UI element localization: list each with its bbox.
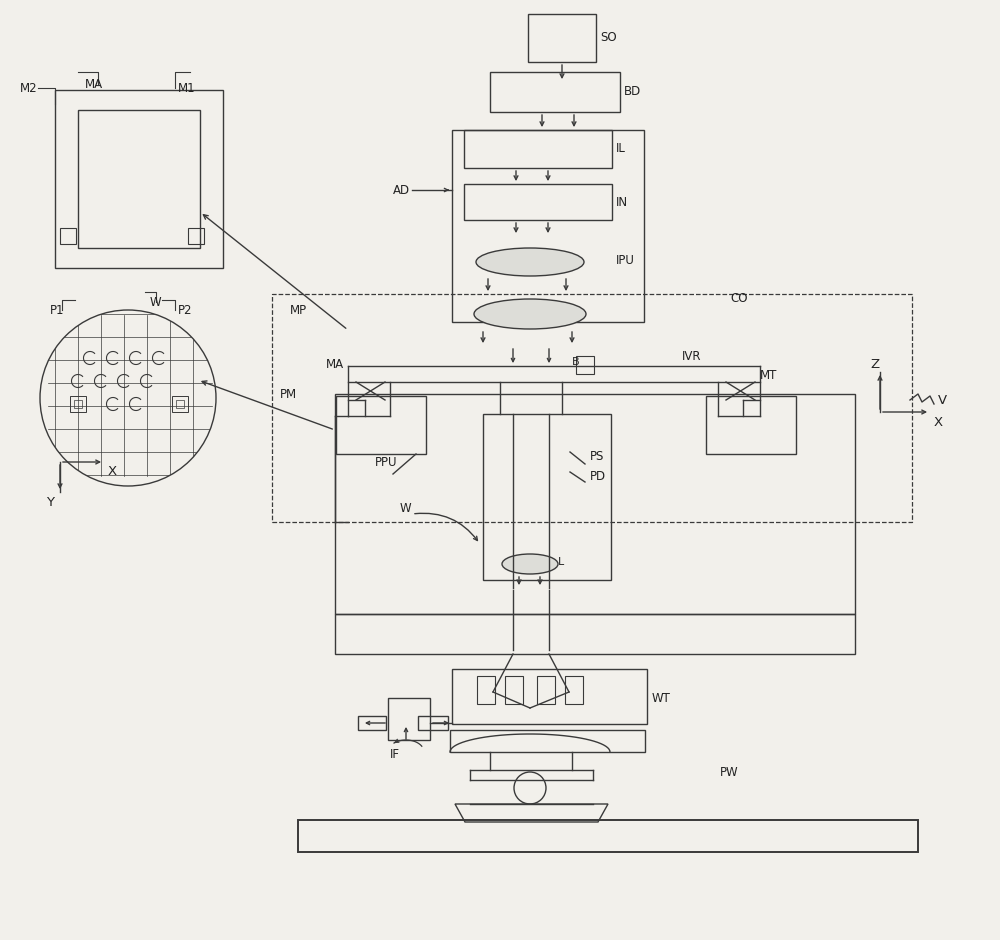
Bar <box>537 676 555 704</box>
Text: M2: M2 <box>20 82 38 95</box>
Text: MA: MA <box>85 77 103 90</box>
Text: MT: MT <box>760 368 777 382</box>
Bar <box>490 72 620 112</box>
Text: Y: Y <box>46 495 54 509</box>
Bar <box>452 669 647 724</box>
Text: MA: MA <box>326 357 344 370</box>
Bar <box>464 130 612 168</box>
Text: IF: IF <box>390 748 400 761</box>
Text: P1: P1 <box>50 304 65 317</box>
Bar <box>70 396 86 412</box>
Text: M1: M1 <box>178 82 196 95</box>
Text: PS: PS <box>590 449 604 462</box>
Text: X: X <box>934 415 943 429</box>
Text: PM: PM <box>280 387 297 400</box>
Text: CO: CO <box>730 291 748 305</box>
Bar <box>55 90 223 268</box>
Text: IL: IL <box>616 142 626 154</box>
Text: P2: P2 <box>178 304 193 317</box>
Text: X: X <box>108 464 117 478</box>
Bar <box>464 184 612 220</box>
Text: WT: WT <box>652 692 671 704</box>
Text: PW: PW <box>720 765 739 778</box>
Text: AD: AD <box>393 183 410 196</box>
Bar <box>272 294 912 522</box>
Bar <box>418 716 448 730</box>
Text: W: W <box>400 502 412 514</box>
Bar <box>483 414 611 580</box>
Bar <box>172 396 188 412</box>
Bar <box>576 356 594 374</box>
Bar <box>477 676 495 704</box>
Bar <box>74 400 82 408</box>
Text: SO: SO <box>600 30 617 43</box>
Bar <box>452 130 644 322</box>
Ellipse shape <box>474 299 586 329</box>
Bar <box>388 698 430 740</box>
Text: L: L <box>558 557 564 567</box>
Text: IN: IN <box>616 196 628 209</box>
Ellipse shape <box>502 554 558 574</box>
Bar <box>358 716 386 730</box>
Bar <box>706 396 796 454</box>
Text: Z: Z <box>870 357 879 370</box>
Bar <box>188 228 204 244</box>
Bar <box>528 14 596 62</box>
Text: BD: BD <box>624 85 641 98</box>
Text: MP: MP <box>290 304 307 317</box>
Text: B: B <box>572 357 580 367</box>
Bar <box>60 228 76 244</box>
Text: PPU: PPU <box>375 456 398 468</box>
Text: PD: PD <box>590 469 606 482</box>
Text: IPU: IPU <box>616 254 635 267</box>
Bar <box>505 676 523 704</box>
Bar <box>335 394 855 614</box>
Text: W: W <box>150 295 162 308</box>
Text: IVR: IVR <box>682 350 702 363</box>
Bar <box>78 110 200 248</box>
Bar <box>335 614 855 654</box>
Text: V: V <box>938 394 947 406</box>
Bar <box>336 396 426 454</box>
Bar <box>565 676 583 704</box>
Bar <box>298 820 918 852</box>
Bar <box>176 400 184 408</box>
Bar <box>450 730 645 752</box>
Ellipse shape <box>476 248 584 276</box>
